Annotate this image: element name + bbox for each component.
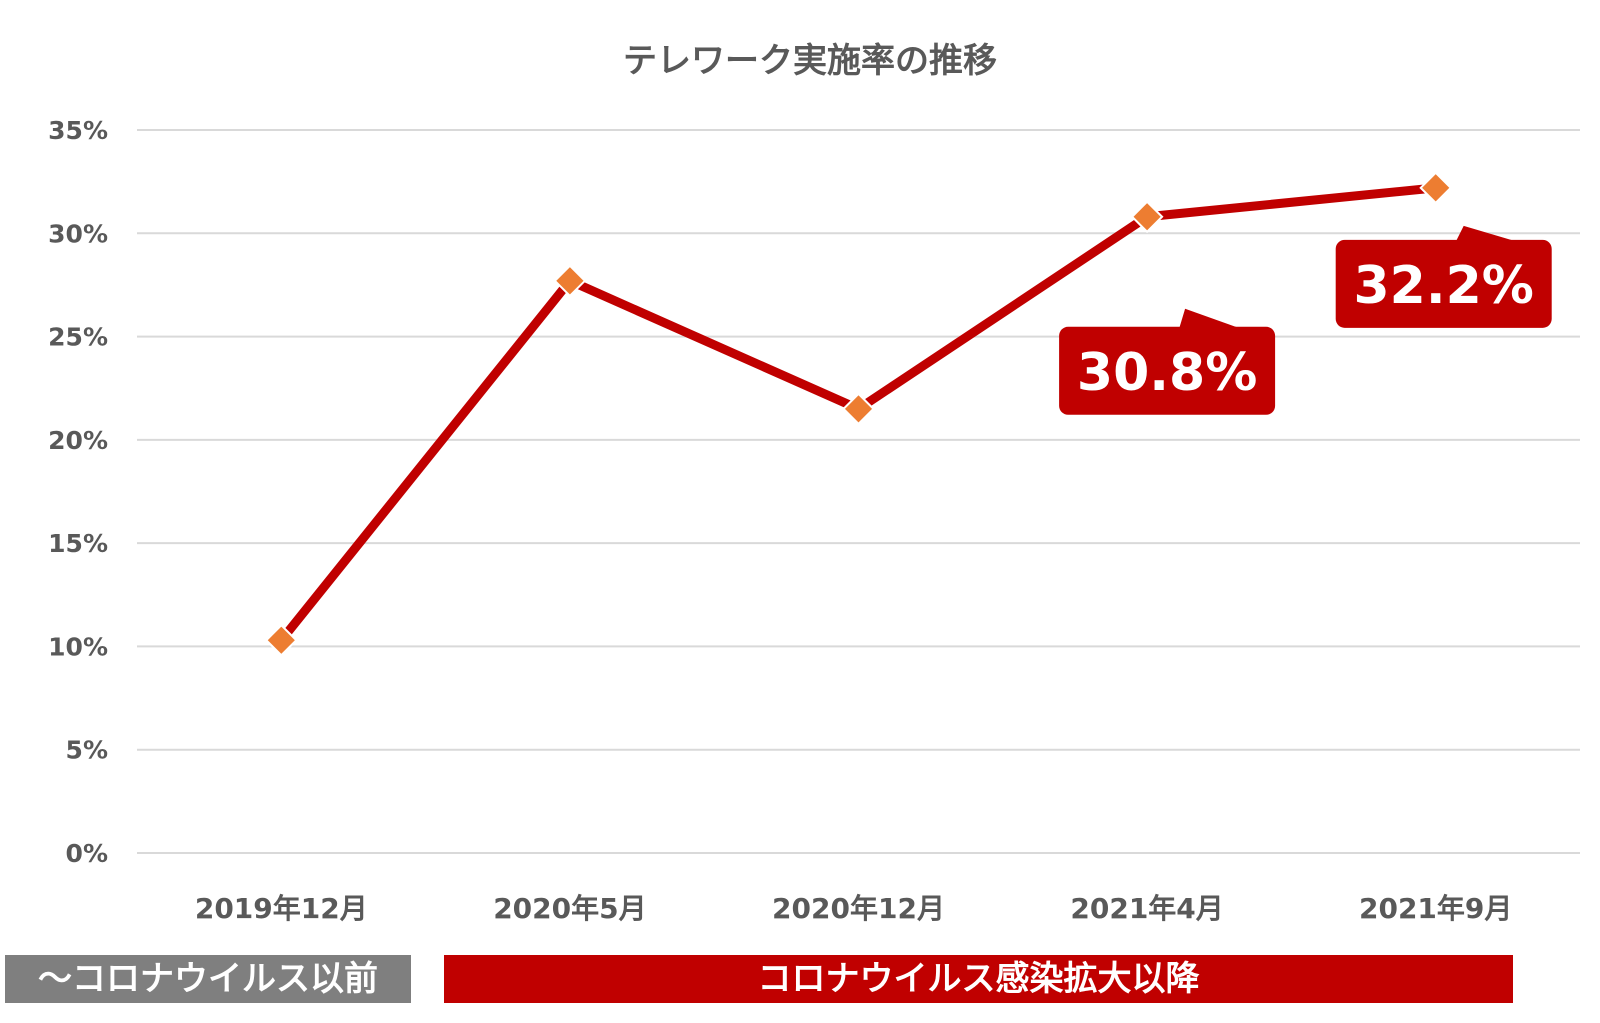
- series-line: [264, 171, 1453, 657]
- data-point-marker: [553, 264, 587, 298]
- data-point-marker: [842, 392, 875, 426]
- callout-box: [1059, 326, 1276, 415]
- y-tick-label: 35%: [48, 116, 108, 145]
- x-tick-label: 2021年9月: [1359, 892, 1512, 925]
- x-tick-label: 2019年12月: [195, 892, 368, 925]
- callout-box: [1335, 239, 1552, 328]
- gridlines: [137, 129, 1580, 854]
- y-tick-label: 20%: [48, 426, 108, 455]
- callout-pointer: [1179, 308, 1242, 329]
- callouts: 30.8% 32.2%: [1059, 225, 1552, 415]
- data-point-marker: [1419, 171, 1453, 205]
- x-tick-label: 2020年5月: [493, 892, 646, 925]
- data-label: 32.2%: [1353, 256, 1533, 316]
- pre-covid-band: ～コロナウイルス以前: [5, 955, 411, 1003]
- y-tick-label: 15%: [48, 529, 108, 558]
- y-tick-label: 30%: [48, 219, 108, 248]
- y-tick-label: 25%: [48, 323, 108, 352]
- chart-title: テレワーク実施率の推移: [623, 41, 997, 81]
- data-point-marker: [1130, 200, 1164, 234]
- y-tick-label: 0%: [66, 839, 108, 868]
- post-covid-label: コロナウイルス感染拡大以降: [757, 959, 1200, 999]
- data-point-marker: [264, 623, 298, 657]
- x-tick-label: 2021年4月: [1070, 892, 1223, 925]
- y-tick-label: 5%: [66, 736, 108, 765]
- x-axis-ticks: 2019年12月 2020年5月 2020年12月 2021年4月 2021年9月: [195, 892, 1513, 925]
- callout-pointer: [1455, 225, 1518, 242]
- x-tick-label: 2020年12月: [772, 892, 945, 925]
- data-label: 30.8%: [1077, 343, 1257, 403]
- post-covid-band: コロナウイルス感染拡大以降: [444, 955, 1513, 1003]
- y-axis-ticks: 0% 5% 10% 15% 20% 25% 30% 35%: [48, 116, 108, 868]
- y-tick-label: 10%: [48, 632, 108, 661]
- pre-covid-label: ～コロナウイルス以前: [38, 959, 378, 999]
